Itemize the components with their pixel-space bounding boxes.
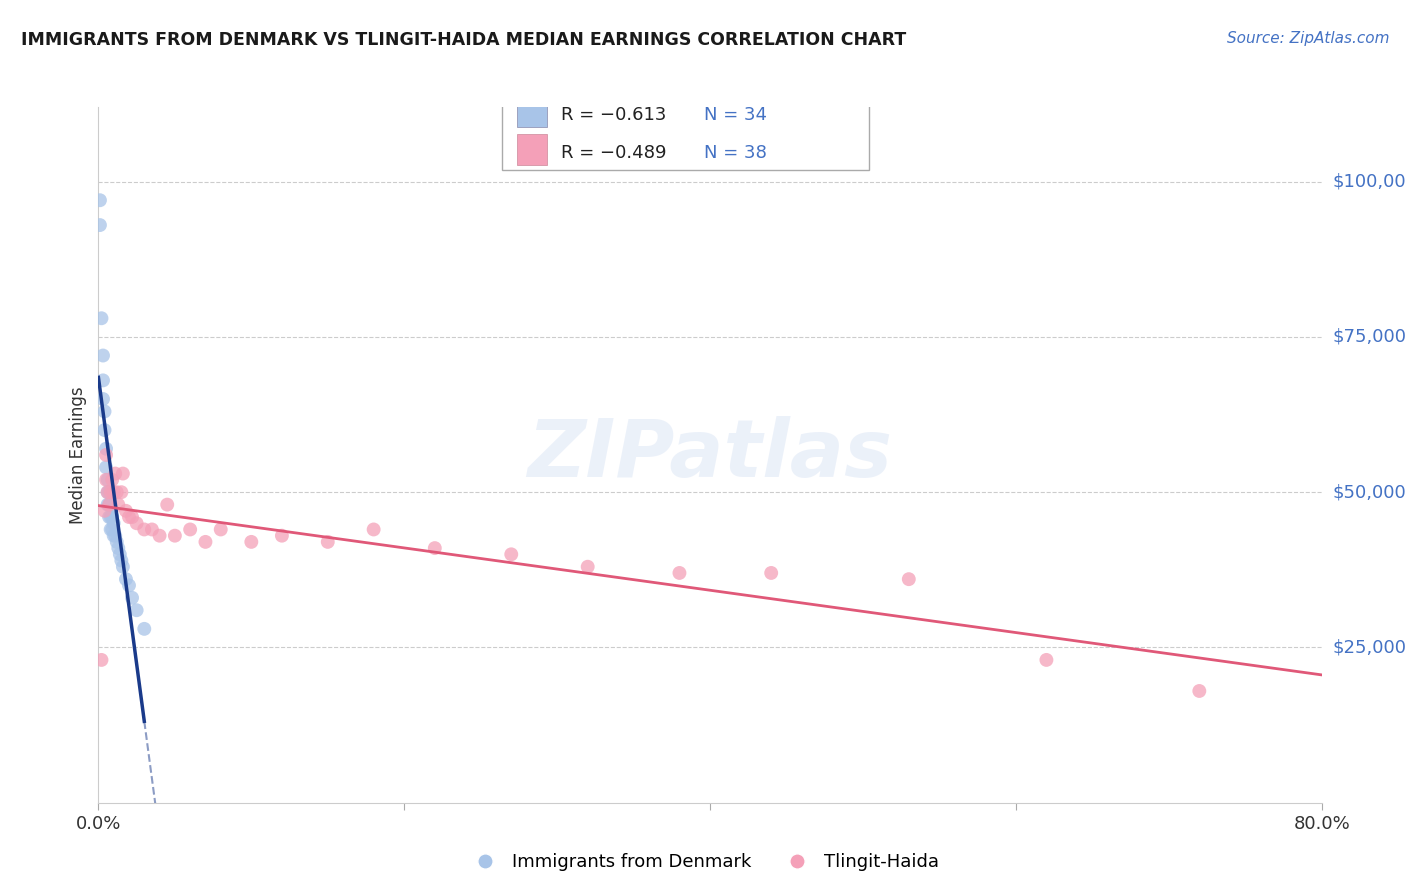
Point [94,442,117,456]
Point [194,534,217,549]
Point [149,529,172,543]
Point [115,504,138,518]
Point [423,541,446,555]
Point [103,529,125,543]
Point [94,448,117,462]
Point [93,423,115,437]
Point [316,534,339,549]
Point [97,485,120,500]
Text: $25,000: $25,000 [1333,639,1406,657]
Text: Source: ZipAtlas.com: Source: ZipAtlas.com [1226,31,1389,46]
Point [121,510,143,524]
Point [125,603,148,617]
Point [90,311,112,326]
FancyBboxPatch shape [517,95,547,127]
Point [118,510,141,524]
Point [89,193,111,207]
Text: N = 38: N = 38 [704,144,766,161]
Point [93,504,115,518]
Point [103,485,125,500]
Point [104,467,127,481]
Point [270,529,292,543]
Point [111,559,134,574]
Point [94,473,117,487]
Point [98,485,121,500]
Point [125,516,148,531]
Point [156,498,179,512]
Point [134,622,156,636]
Text: R = −0.613: R = −0.613 [561,105,666,124]
FancyBboxPatch shape [517,134,547,165]
Point [101,523,124,537]
FancyBboxPatch shape [502,93,869,169]
Point [108,547,131,561]
Text: N = 34: N = 34 [704,105,766,124]
Point [93,404,115,418]
Point [897,572,920,586]
Point [115,572,138,586]
Point [100,510,122,524]
Point [91,349,114,363]
Point [91,392,114,406]
Point [105,485,128,500]
Point [163,529,186,543]
Point [111,467,134,481]
Point [98,498,121,512]
Text: R = −0.489: R = −0.489 [561,144,666,161]
Point [97,485,120,500]
Point [1035,653,1057,667]
Point [668,566,690,580]
Point [91,373,114,387]
Point [134,523,156,537]
Point [101,473,124,487]
Point [90,653,112,667]
Text: $100,000: $100,000 [1333,172,1406,191]
Text: IMMIGRANTS FROM DENMARK VS TLINGIT-HAIDA MEDIAN EARNINGS CORRELATION CHART: IMMIGRANTS FROM DENMARK VS TLINGIT-HAIDA… [21,31,907,49]
Point [121,591,143,605]
Point [101,510,124,524]
Point [110,553,132,567]
Point [107,498,129,512]
Text: $75,000: $75,000 [1333,328,1406,346]
Point [105,534,128,549]
Y-axis label: Median Earnings: Median Earnings [69,386,87,524]
Text: ZIPatlas: ZIPatlas [527,416,893,494]
Point [209,523,232,537]
Point [100,485,122,500]
Point [103,516,125,531]
Point [759,566,782,580]
Point [107,541,129,555]
Point [240,534,263,549]
Point [94,460,117,475]
Legend: Immigrants from Denmark, Tlingit-Haida: Immigrants from Denmark, Tlingit-Haida [460,847,946,879]
Point [110,485,132,500]
Point [1188,684,1211,698]
Point [100,523,122,537]
Point [141,523,163,537]
Text: $50,000: $50,000 [1333,483,1406,501]
Point [97,473,120,487]
Point [100,498,122,512]
Point [501,547,523,561]
Point [98,510,121,524]
Point [104,529,127,543]
Point [118,578,141,592]
Point [98,498,121,512]
Point [89,218,111,232]
Point [179,523,201,537]
Point [576,559,599,574]
Point [97,498,120,512]
Point [363,523,385,537]
